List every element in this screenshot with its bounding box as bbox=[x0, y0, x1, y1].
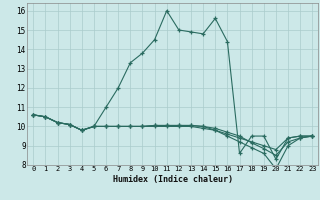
X-axis label: Humidex (Indice chaleur): Humidex (Indice chaleur) bbox=[113, 175, 233, 184]
